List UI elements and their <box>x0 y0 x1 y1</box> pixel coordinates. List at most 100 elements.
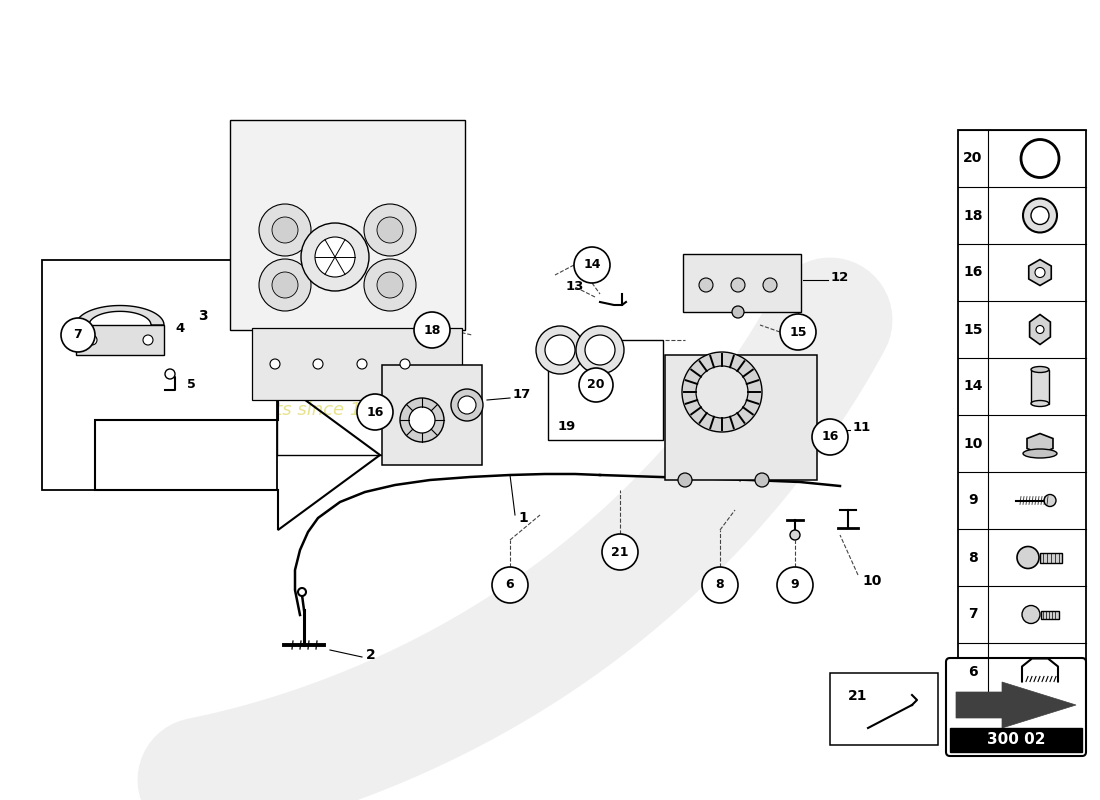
Text: eurospares: eurospares <box>76 342 444 398</box>
Text: 2: 2 <box>366 648 376 662</box>
Bar <box>252 328 462 400</box>
Bar <box>42 260 277 490</box>
Circle shape <box>451 389 483 421</box>
Polygon shape <box>76 306 164 325</box>
Circle shape <box>270 359 280 369</box>
Circle shape <box>315 237 355 277</box>
Circle shape <box>678 473 692 487</box>
Circle shape <box>696 366 748 418</box>
Text: 19: 19 <box>558 420 576 433</box>
Circle shape <box>458 396 476 414</box>
Text: 8: 8 <box>716 578 724 591</box>
Ellipse shape <box>1031 401 1049 406</box>
Text: 5: 5 <box>187 378 196 390</box>
Circle shape <box>409 407 434 433</box>
Text: 8: 8 <box>968 550 978 565</box>
Text: 7: 7 <box>968 607 978 622</box>
Bar <box>382 365 482 465</box>
Circle shape <box>358 394 393 430</box>
FancyBboxPatch shape <box>946 658 1086 756</box>
Text: 15: 15 <box>790 326 806 338</box>
Circle shape <box>1036 326 1044 334</box>
Circle shape <box>698 278 713 292</box>
Text: 20: 20 <box>587 378 605 391</box>
Text: 14: 14 <box>964 379 982 394</box>
Circle shape <box>579 368 613 402</box>
Text: 10: 10 <box>964 437 982 450</box>
Circle shape <box>272 272 298 298</box>
Bar <box>548 340 663 440</box>
Bar <box>683 254 801 312</box>
Circle shape <box>1018 546 1040 569</box>
Bar <box>76 325 164 355</box>
Circle shape <box>682 352 762 432</box>
Circle shape <box>1021 139 1059 178</box>
Circle shape <box>364 259 416 311</box>
Bar <box>958 130 1086 700</box>
Circle shape <box>492 567 528 603</box>
Text: 1: 1 <box>518 511 528 525</box>
Circle shape <box>60 318 95 352</box>
Text: 9: 9 <box>791 578 800 591</box>
Circle shape <box>377 272 403 298</box>
Circle shape <box>574 247 611 283</box>
Circle shape <box>165 369 175 379</box>
Circle shape <box>790 530 800 540</box>
Text: 4: 4 <box>175 322 185 335</box>
Bar <box>1041 610 1059 618</box>
Bar <box>1031 370 1049 403</box>
Circle shape <box>258 204 311 256</box>
Text: 10: 10 <box>862 574 881 588</box>
Circle shape <box>732 278 745 292</box>
Bar <box>830 673 938 745</box>
Circle shape <box>1031 206 1049 225</box>
Circle shape <box>358 359 367 369</box>
Circle shape <box>732 306 744 318</box>
Circle shape <box>780 314 816 350</box>
Text: 13: 13 <box>566 280 584 293</box>
Text: 18: 18 <box>964 209 982 222</box>
Circle shape <box>1023 198 1057 233</box>
Text: 11: 11 <box>852 421 871 434</box>
Circle shape <box>272 217 298 243</box>
Circle shape <box>258 259 311 311</box>
Circle shape <box>400 398 444 442</box>
Polygon shape <box>1030 314 1050 345</box>
Ellipse shape <box>1023 449 1057 458</box>
Text: 15: 15 <box>964 322 982 337</box>
Text: 9: 9 <box>968 494 978 507</box>
Text: a passion for parts since 1985: a passion for parts since 1985 <box>124 401 396 419</box>
Text: 16: 16 <box>964 266 982 279</box>
Bar <box>1040 553 1062 562</box>
Polygon shape <box>956 682 1076 728</box>
Circle shape <box>1035 267 1045 278</box>
Circle shape <box>812 419 848 455</box>
Circle shape <box>755 473 769 487</box>
Circle shape <box>301 223 368 291</box>
Text: 18: 18 <box>424 323 441 337</box>
Circle shape <box>314 359 323 369</box>
Circle shape <box>414 312 450 348</box>
Circle shape <box>576 326 624 374</box>
Circle shape <box>702 567 738 603</box>
Circle shape <box>87 335 97 345</box>
Bar <box>950 728 1082 752</box>
Circle shape <box>602 534 638 570</box>
Circle shape <box>1022 606 1040 623</box>
Circle shape <box>777 567 813 603</box>
Text: 12: 12 <box>830 271 849 284</box>
Text: 20: 20 <box>964 151 982 166</box>
Polygon shape <box>1028 259 1052 286</box>
Polygon shape <box>1027 434 1053 454</box>
Text: 6: 6 <box>968 665 978 678</box>
Text: 3: 3 <box>198 309 208 323</box>
Text: 16: 16 <box>366 406 384 418</box>
Circle shape <box>364 204 416 256</box>
Text: 300 02: 300 02 <box>987 733 1045 747</box>
Circle shape <box>1044 494 1056 506</box>
Circle shape <box>585 335 615 365</box>
Circle shape <box>400 359 410 369</box>
Bar <box>230 120 465 330</box>
Text: 7: 7 <box>74 329 82 342</box>
Circle shape <box>377 217 403 243</box>
